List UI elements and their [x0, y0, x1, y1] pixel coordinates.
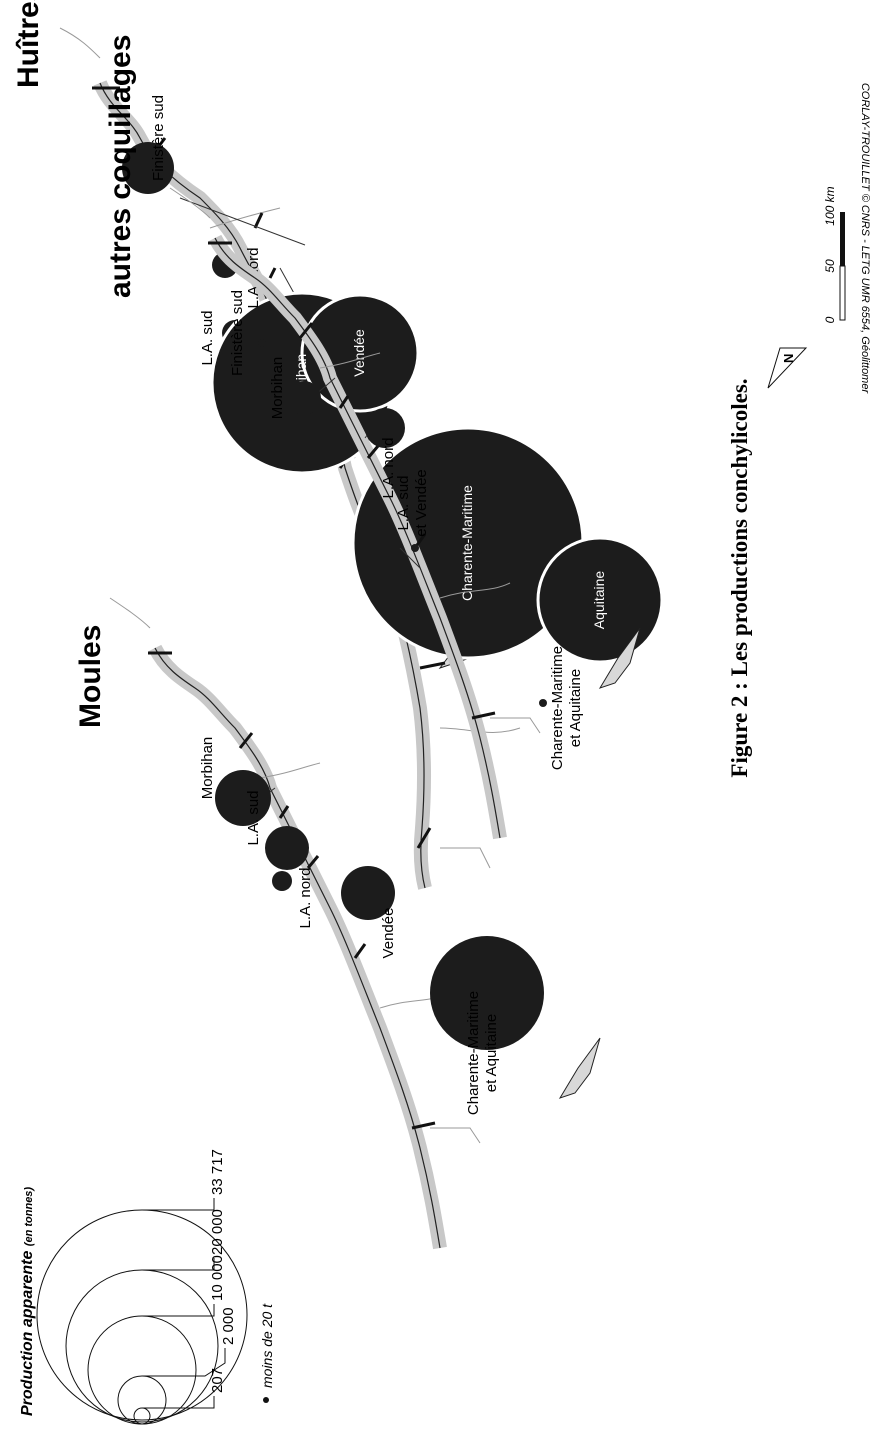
label-la-sud: L.A. sud — [199, 310, 216, 365]
north-arrow: N — [767, 347, 808, 389]
map-title-autres: autres coquillages — [104, 35, 137, 298]
map-autres-coquillages: autres coquillages Finistère sud Morbiha… — [104, 35, 641, 840]
label-moules-vendee: Vendée — [380, 908, 397, 959]
label-autres-finistere-sud: Finistère sud — [229, 290, 246, 376]
dot-autres-charente — [539, 699, 547, 707]
legend-unit: (en tonnes) — [23, 1187, 35, 1247]
legend-value-20000: 20 000 — [209, 1209, 226, 1255]
circle-autres-morbihan — [287, 381, 321, 415]
legend-value-10000: 10 000 — [209, 1255, 226, 1301]
circle-moules-charente-aquitaine — [430, 936, 544, 1050]
legend-value-33717: 33 717 — [209, 1149, 226, 1195]
scale-tick-100: 100 km — [823, 186, 837, 225]
circle-moules-morbihan — [215, 770, 271, 826]
coastline — [154, 647, 441, 1249]
label-charente-maritime: Charente-Maritime — [459, 485, 475, 601]
scale-bar: 0 50 100 km — [823, 186, 846, 323]
circle-autres-la-nord — [365, 408, 405, 448]
scale-tick-50: 50 — [823, 259, 837, 273]
inland-border — [169, 187, 541, 734]
legend: Production apparente (en tonnes) 33 717 … — [19, 1149, 275, 1425]
credit-line: CORLAY-TROUILLET © CNRS - LETG UMR 6554,… — [859, 83, 871, 395]
legend-small-dot — [263, 1397, 269, 1403]
inland-border — [109, 597, 481, 1144]
label-autres-la-sud: L.A. sud — [395, 475, 412, 530]
label-autres-la-nord: L.A. nord — [380, 438, 397, 499]
map-moules: Moules Morbihan L.A. nord L.A. sud Vendé… — [74, 597, 601, 1250]
label-autres-morbihan: Morbihan — [269, 357, 286, 420]
figure-title: Figure 2 : Les productions conchylicoles… — [727, 378, 752, 777]
circle-finistere-sud — [122, 142, 174, 194]
dot-autres-la-sud — [411, 544, 419, 552]
scale-tick-0: 0 — [823, 316, 837, 323]
region-divider — [148, 651, 436, 1130]
legend-value-2000: 2 000 — [220, 1307, 237, 1345]
label-vendee: Vendée — [351, 329, 367, 377]
rotated-layout: Huîtres Finistère sud L.A. nord L.A. sud… — [12, 0, 871, 1425]
label-moules-la-sud: L.A. sud — [245, 790, 262, 845]
coastline — [214, 237, 501, 839]
label-autres-charente: Charente-Maritime — [549, 646, 566, 770]
map-title-huitres: Huîtres — [12, 0, 45, 88]
label-moules-charente: Charente-Maritime — [465, 991, 482, 1115]
circle-moules-vendee — [341, 866, 395, 920]
legend-title: Production apparente (en tonnes) — [19, 1187, 36, 1416]
label-aquitaine: Aquitaine — [591, 571, 607, 630]
legend-title-text: Production apparente — [19, 1251, 36, 1416]
legend-small-label: moins de 20 t — [259, 1303, 275, 1388]
dot-autres-finistere-sud — [258, 339, 266, 347]
map-title-moules: Moules — [74, 625, 107, 728]
legend-circle-2000 — [117, 1375, 167, 1425]
label-autres-aquitaine: et Aquitaine — [567, 669, 584, 747]
coast-buffer — [148, 644, 447, 1250]
circle-aquitaine — [536, 536, 664, 664]
label-moules-la-nord: L.A. nord — [297, 868, 314, 929]
legend-value-207: 207 — [209, 1368, 226, 1393]
label-moules-aquitaine: et Aquitaine — [483, 1014, 500, 1092]
circle-moules-la-sud — [265, 826, 309, 870]
estuary — [598, 627, 641, 689]
label-moules-morbihan: Morbihan — [199, 737, 216, 800]
north-label: N — [781, 354, 796, 363]
legend-leaders — [142, 1198, 226, 1409]
estuary — [558, 1037, 601, 1099]
region-divider — [208, 241, 496, 720]
circle-moules-la-nord — [272, 871, 292, 891]
label-finistere-sud: Finistère sud — [150, 95, 167, 181]
legend-circle-20000 — [65, 1269, 219, 1423]
label-autres-vendee: et Vendée — [413, 469, 430, 537]
